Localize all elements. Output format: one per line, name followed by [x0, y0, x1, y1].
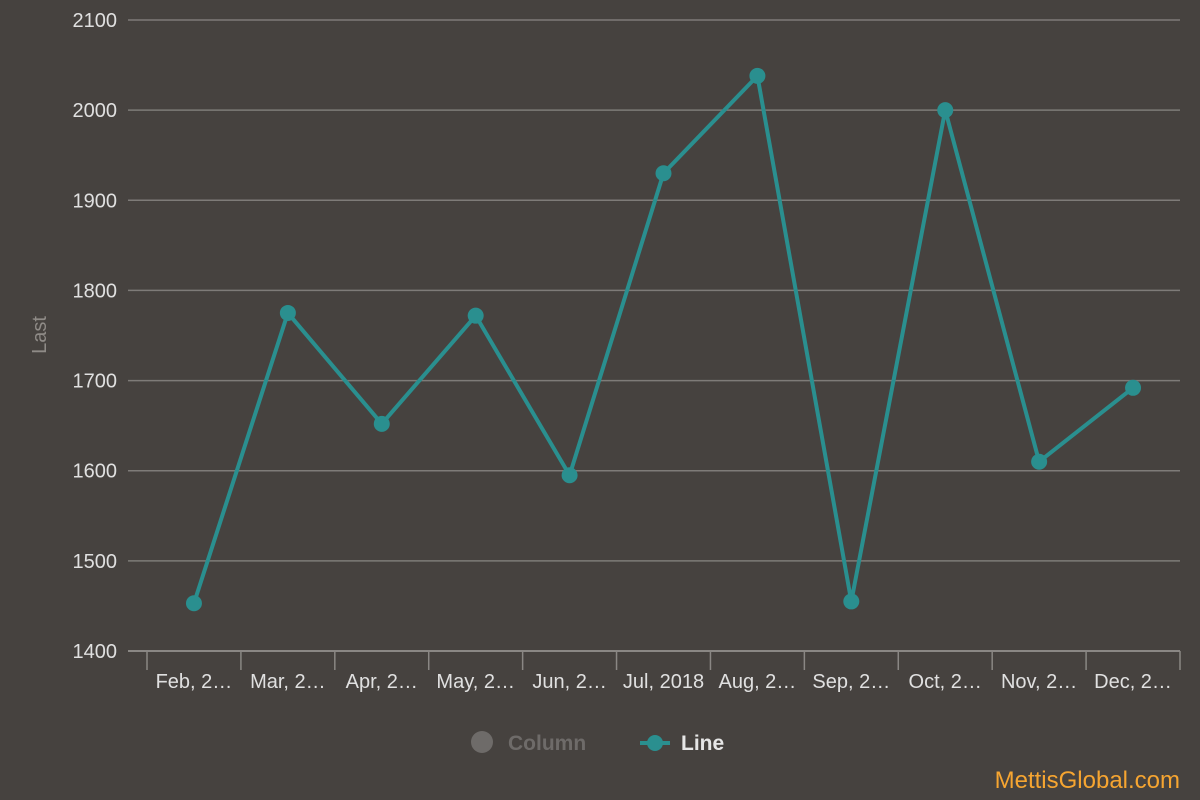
x-axis: Feb, 2… Mar, 2… Apr, 2… May, 2… Jun, 2… Jul, …	[128, 650, 1181, 693]
data-point[interactable]	[1031, 453, 1048, 470]
data-point[interactable]	[373, 415, 390, 432]
data-point[interactable]	[279, 304, 296, 321]
x-tick-label: Dec, 2…	[1094, 671, 1172, 693]
data-point[interactable]	[937, 102, 954, 119]
data-point[interactable]	[467, 307, 484, 324]
y-tick-label: 2000	[73, 100, 118, 122]
data-point[interactable]	[843, 593, 860, 610]
data-point[interactable]	[185, 595, 202, 612]
x-tick-label: Nov, 2…	[1001, 671, 1077, 693]
y-tick-label: 1500	[73, 551, 118, 573]
y-tick-label: 1800	[73, 280, 118, 302]
x-tick-label: Apr, 2…	[346, 671, 418, 693]
x-tick-label: Sep, 2…	[812, 671, 890, 693]
credits-link[interactable]: MettisGlobal.com	[995, 767, 1180, 794]
legend-item-line[interactable]: Line	[640, 732, 724, 755]
series-line	[185, 67, 1142, 612]
y-axis: 1400 1500 1600 1700 1800 1900 2000 2100	[73, 10, 118, 663]
series-line-path	[192, 73, 1135, 604]
x-tick-label: Jul, 2018	[623, 671, 704, 693]
y-tick-label: 2100	[73, 10, 118, 32]
x-tick-label: May, 2…	[436, 671, 515, 693]
y-tick-label: 1600	[73, 461, 118, 483]
y-tick-label: 1700	[73, 371, 118, 393]
x-tick-label: Jun, 2…	[532, 671, 606, 693]
data-point[interactable]	[749, 67, 766, 84]
x-tick-label: Feb, 2…	[156, 671, 233, 693]
x-tick-label: Mar, 2…	[250, 671, 326, 693]
data-point[interactable]	[561, 467, 578, 484]
data-point[interactable]	[1125, 379, 1142, 396]
legend: Column Line	[471, 731, 724, 755]
legend-line-marker	[647, 735, 663, 751]
x-tick-label: Oct, 2…	[909, 671, 982, 693]
legend-item-column[interactable]: Column	[471, 731, 586, 755]
y-axis-label: Last	[29, 316, 51, 354]
data-point[interactable]	[655, 165, 672, 182]
grid-lines	[128, 19, 1180, 562]
legend-line-label: Line	[681, 732, 724, 755]
legend-column-marker	[471, 731, 493, 753]
y-tick-label: 1400	[73, 641, 118, 663]
x-tick-label: Aug, 2…	[718, 671, 796, 693]
y-tick-label: 1900	[73, 190, 118, 212]
legend-column-label: Column	[508, 732, 586, 755]
